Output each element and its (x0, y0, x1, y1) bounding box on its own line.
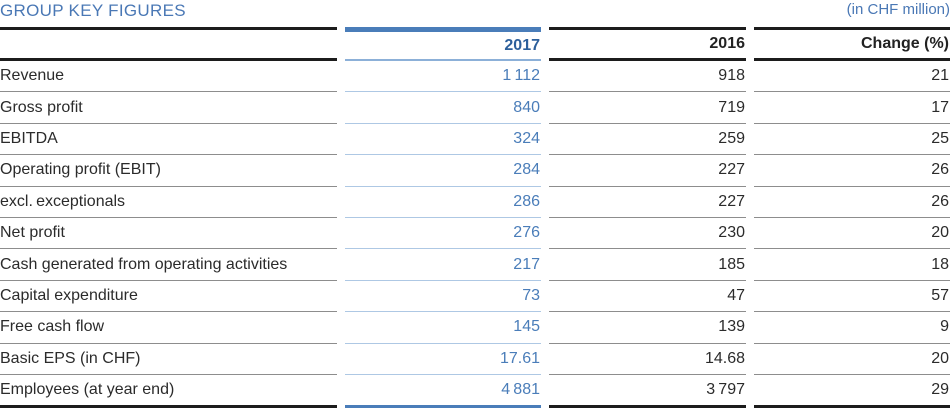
value-2016: 230 (549, 218, 746, 250)
unit-note: (in CHF million) (846, 1, 950, 18)
value-2016: 47 (549, 281, 746, 313)
row-label: Employees (at year end) (0, 375, 337, 408)
table-row: Capital expenditure 73 47 57 (0, 281, 950, 313)
header-label-column (0, 27, 337, 61)
row-label: Capital expenditure (0, 281, 337, 313)
table-row: excl. exceptionals 286 227 26 (0, 187, 950, 218)
value-2017: 73 (345, 281, 541, 313)
value-2017: 286 (345, 187, 541, 218)
value-2016: 14.68 (549, 344, 746, 375)
row-label: EBITDA (0, 124, 337, 156)
row-label: Revenue (0, 61, 337, 93)
value-change: 20 (754, 218, 950, 250)
value-2016: 3 797 (549, 375, 746, 408)
value-change: 29 (754, 375, 950, 408)
table-row: Operating profit (EBIT) 284 227 26 (0, 155, 950, 187)
row-label: excl. exceptionals (0, 187, 337, 218)
value-change: 26 (754, 187, 950, 218)
value-2017: 840 (345, 92, 541, 124)
page-title: GROUP KEY FIGURES (0, 1, 186, 20)
table-row: Basic EPS (in CHF) 17.61 14.68 20 (0, 344, 950, 375)
table-row: EBITDA 324 259 25 (0, 124, 950, 156)
table-row: Free cash flow 145 139 9 (0, 312, 950, 344)
table-row: Revenue 1 112 918 21 (0, 61, 950, 93)
row-label: Free cash flow (0, 312, 337, 344)
value-2016: 719 (549, 92, 746, 124)
value-2017: 17.61 (345, 344, 541, 375)
value-2016: 227 (549, 155, 746, 187)
value-2016: 185 (549, 249, 746, 281)
header-change: Change (%) (754, 27, 950, 61)
value-2017: 145 (345, 312, 541, 344)
header-2016: 2016 (549, 27, 746, 61)
value-change: 20 (754, 344, 950, 375)
value-change: 17 (754, 92, 950, 124)
key-figures-table: 2017 2016 Change (%) Revenue 1 112 918 2… (0, 27, 950, 408)
value-2017: 324 (345, 124, 541, 156)
value-2016: 139 (549, 312, 746, 344)
row-label: Gross profit (0, 92, 337, 124)
table-body: Revenue 1 112 918 21 Gross profit 840 71… (0, 61, 950, 408)
row-label: Net profit (0, 218, 337, 250)
header-2017: 2017 (345, 27, 541, 61)
table-row: Cash generated from operating activities… (0, 249, 950, 281)
value-2017: 284 (345, 155, 541, 187)
value-2016: 227 (549, 187, 746, 218)
value-change: 25 (754, 124, 950, 156)
value-change: 9 (754, 312, 950, 344)
table-row: Net profit 276 230 20 (0, 218, 950, 250)
table-row: Employees (at year end) 4 881 3 797 29 (0, 375, 950, 408)
row-label: Basic EPS (in CHF) (0, 344, 337, 375)
table-row: Gross profit 840 719 17 (0, 92, 950, 124)
row-label: Cash generated from operating activities (0, 249, 337, 281)
value-2017: 1 112 (345, 61, 541, 93)
value-2016: 259 (549, 124, 746, 156)
value-2017: 276 (345, 218, 541, 250)
value-change: 18 (754, 249, 950, 281)
value-change: 21 (754, 61, 950, 93)
row-label: Operating profit (EBIT) (0, 155, 337, 187)
value-2017: 4 881 (345, 375, 541, 408)
titlebar: GROUP KEY FIGURES (in CHF million) (0, 0, 950, 27)
table-header-row: 2017 2016 Change (%) (0, 27, 950, 61)
value-change: 57 (754, 281, 950, 313)
value-2017: 217 (345, 249, 541, 281)
value-change: 26 (754, 155, 950, 187)
value-2016: 918 (549, 61, 746, 93)
